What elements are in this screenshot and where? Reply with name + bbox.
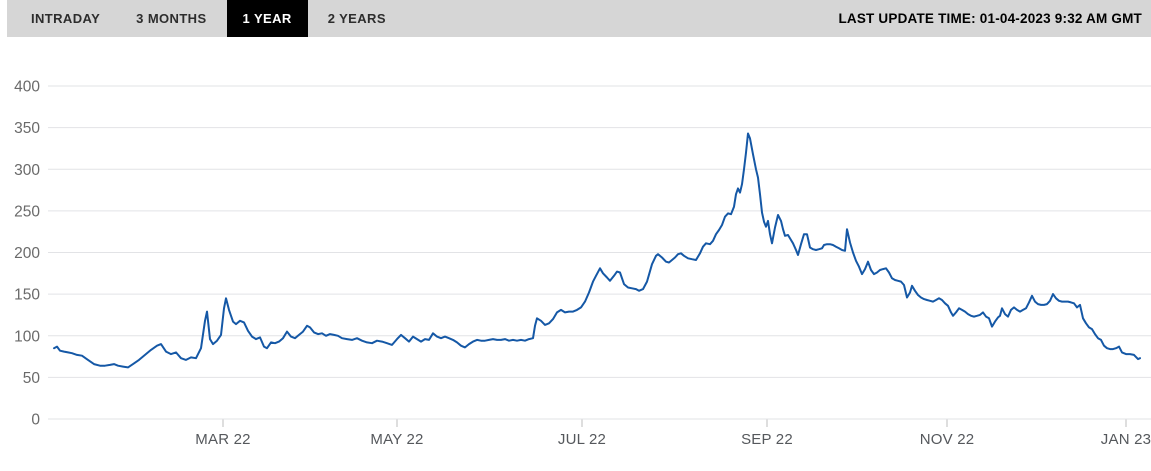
tab-2-years[interactable]: 2 YEARS <box>312 0 402 37</box>
x-axis-label: NOV 22 <box>920 431 975 448</box>
tab-1-year[interactable]: 1 YEAR <box>226 0 308 37</box>
y-axis-label: 250 <box>14 203 40 220</box>
tab-3-months[interactable]: 3 MONTHS <box>120 0 222 37</box>
y-axis-label: 50 <box>23 370 41 387</box>
x-axis-label: SEP 22 <box>741 431 793 448</box>
timeframe-toolbar: INTRADAY 3 MONTHS 1 YEAR 2 YEARS LAST UPDAT… <box>7 0 1151 37</box>
x-axis-label: MAR 22 <box>195 431 250 448</box>
y-axis-label: 200 <box>14 245 40 262</box>
y-axis-label: 300 <box>14 162 40 179</box>
y-axis-label: 350 <box>14 120 40 137</box>
y-axis-label: 150 <box>14 287 40 304</box>
x-axis-label: MAY 22 <box>370 431 423 448</box>
price-line-series <box>53 132 1141 369</box>
timeframe-tabs: INTRADAY 3 MONTHS 1 YEAR 2 YEARS <box>7 0 404 37</box>
y-axis-label: 0 <box>31 412 40 429</box>
y-axis-label: 400 <box>14 79 40 96</box>
x-axis-label: JUL 22 <box>558 431 606 448</box>
x-axis-label: JAN 23 <box>1101 431 1151 448</box>
last-update-time: LAST UPDATE TIME: 01-04-2023 9:32 AM GMT <box>838 11 1142 26</box>
tab-intraday[interactable]: INTRADAY <box>15 0 116 37</box>
y-axis-label: 100 <box>14 328 40 345</box>
